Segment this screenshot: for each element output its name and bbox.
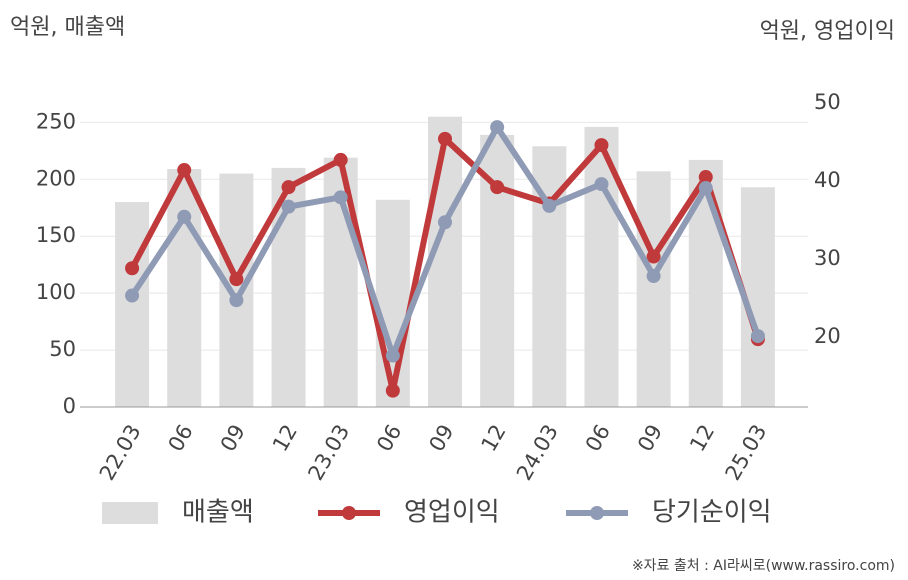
- marker: [646, 269, 661, 284]
- marker: [281, 199, 296, 214]
- x-tick-label: 09: [424, 420, 458, 455]
- marker: [542, 198, 557, 213]
- y2-tick-label: 30: [814, 246, 841, 270]
- x-tick-label: 12: [685, 420, 719, 455]
- marker: [698, 180, 713, 195]
- marker: [333, 152, 348, 167]
- y2-axis-label: 억원, 영업이익: [760, 19, 895, 44]
- y2-tick-label: 20: [814, 324, 841, 348]
- marker: [594, 138, 609, 153]
- bar: [688, 159, 723, 407]
- bar: [375, 199, 410, 407]
- marker: [594, 177, 609, 192]
- marker: [177, 209, 192, 224]
- marker: [385, 348, 400, 363]
- y-tick-label: 50: [49, 337, 76, 361]
- y-tick-label: 200: [36, 166, 76, 190]
- bar: [636, 171, 671, 407]
- y-tick-label: 250: [36, 109, 76, 133]
- x-tick-label: 12: [477, 420, 511, 455]
- x-tick-label: 06: [581, 420, 615, 455]
- marker: [438, 215, 452, 230]
- x-tick-label: 22.03: [95, 420, 146, 484]
- marker: [125, 261, 140, 276]
- marker: [490, 120, 505, 135]
- y-tick-label: 0: [63, 394, 76, 418]
- marker: [385, 383, 400, 398]
- legend-swatch: [102, 502, 158, 524]
- x-tick-label: 09: [216, 420, 250, 455]
- x-tick-label: 06: [372, 420, 406, 455]
- bar: [428, 116, 462, 408]
- marker: [125, 288, 140, 303]
- bar: [219, 173, 254, 407]
- marker: [177, 163, 192, 178]
- bar: [167, 169, 202, 407]
- y-axis-label: 억원, 매출액: [10, 15, 125, 40]
- marker: [229, 272, 244, 287]
- x-tick-label: 09: [633, 420, 667, 455]
- marker: [646, 249, 661, 264]
- marker: [333, 190, 348, 205]
- x-tick-label: 24.03: [512, 420, 563, 484]
- source: ※자료 출처 : AI라씨로(www.rassiro.com): [632, 558, 895, 574]
- marker: [438, 131, 452, 146]
- x-tick-label: 25.03: [721, 420, 772, 484]
- x-tick-label: 23.03: [303, 420, 354, 484]
- bar: [115, 202, 150, 407]
- marker: [490, 180, 505, 195]
- marker: [698, 170, 713, 185]
- y2-tick-label: 50: [814, 90, 841, 114]
- y-tick-label: 100: [36, 280, 76, 304]
- legend-swatch: [342, 506, 356, 520]
- x-tick-label: 06: [164, 420, 198, 455]
- marker: [229, 293, 244, 308]
- marker: [281, 180, 296, 195]
- y-tick-label: 150: [36, 223, 76, 247]
- legend-label: 영업이익: [404, 498, 500, 528]
- legend-swatch: [590, 506, 604, 520]
- legend-label: 당기순이익: [652, 498, 772, 528]
- marker: [750, 329, 765, 344]
- x-tick-label: 12: [268, 420, 302, 455]
- legend-label: 매출액: [182, 498, 254, 528]
- y2-tick-label: 40: [814, 168, 841, 192]
